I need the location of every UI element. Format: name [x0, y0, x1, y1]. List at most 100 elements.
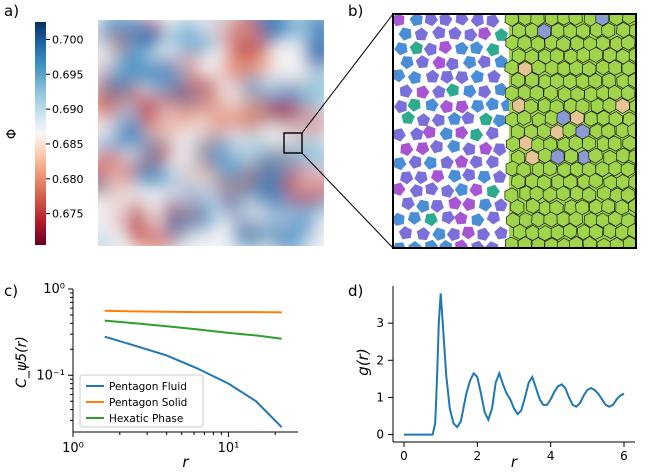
pentagon-particle [398, 27, 412, 41]
voronoi-cell [531, 237, 545, 248]
d-x-tick-label: 4 [547, 449, 555, 463]
pentagon-particle [494, 82, 508, 96]
pentagon-particle [454, 211, 468, 225]
voronoi-cell [588, 72, 603, 89]
voronoi-cell [588, 223, 604, 240]
pentagon-particle [430, 200, 444, 213]
pentagon-particle [462, 142, 476, 156]
pentagon-particle [455, 14, 469, 26]
voronoi-cell [582, 186, 597, 203]
colorbar-gradient [35, 22, 46, 245]
voronoi-cell [543, 84, 558, 101]
colorbar-tick-label: 0.675 [52, 208, 84, 221]
d-series-line [404, 293, 625, 436]
pentagon-particle [438, 40, 452, 54]
heatmap-neutral-region [145, 204, 168, 234]
pentagon-particle [487, 184, 500, 199]
c-y-tick-label: 10⁻¹ [36, 368, 65, 383]
heatmap-neutral-region [293, 108, 314, 137]
heatmap-neutral-region [98, 40, 115, 61]
pentagon-particle [393, 69, 406, 83]
pentagon-particle [462, 168, 476, 182]
voronoi-cell [511, 173, 526, 190]
pentagon-particle [414, 27, 429, 41]
heatmap-neutral-region [183, 220, 197, 246]
pentagon-particle [470, 128, 484, 142]
voronoi-cell [556, 35, 571, 52]
voronoi-cell [543, 160, 558, 177]
pentagon-particle [399, 84, 413, 98]
pentagon-particle [470, 41, 484, 55]
voronoi-cell [582, 236, 598, 248]
voronoi-cell [601, 198, 615, 215]
pentagon-particle [408, 155, 422, 169]
voronoi-cell [603, 223, 618, 240]
voronoi-cell [608, 210, 623, 227]
colorbar-label: Φ [5, 129, 20, 139]
pentagon-particle [409, 41, 423, 55]
voronoi-cell [504, 59, 519, 76]
heatmap-neutral-region [277, 211, 296, 227]
pentagon-particle [439, 99, 453, 114]
particle-panel [393, 14, 636, 248]
pentagon-particle [462, 197, 475, 211]
pentagon-particle [477, 227, 491, 241]
voronoi-cell [588, 172, 603, 189]
pentagon-particle [429, 139, 443, 154]
pentagon-particle [485, 241, 499, 248]
pentagon-particle [494, 198, 508, 212]
voronoi-cell [505, 136, 521, 153]
voronoi-cell [575, 23, 591, 40]
voronoi-cell [629, 98, 636, 114]
heatmap-neutral-region [264, 135, 293, 148]
pentagon-particle [486, 14, 500, 28]
heatmap-high-region [98, 139, 131, 150]
voronoi-cell [510, 72, 526, 89]
voronoi-cell [588, 147, 603, 164]
pentagon-particle [463, 84, 477, 99]
pentagon-particle [478, 85, 492, 99]
pentagon-particle [486, 43, 499, 57]
voronoi-cell [622, 135, 636, 152]
panel-label-b: b) [348, 2, 364, 20]
pentagon-particle [477, 171, 491, 184]
heatmap-neutral-region [98, 122, 114, 141]
pentagon-particle [455, 41, 469, 55]
pentagon-particle [416, 85, 430, 99]
panel-label-a: a) [4, 2, 20, 20]
d-y-tick-label: 0 [376, 428, 384, 442]
voronoi-cell [504, 236, 519, 248]
voronoi-cell [562, 122, 577, 139]
voronoi-cell [568, 60, 583, 77]
pentagon-particle [494, 226, 508, 240]
pentagon-particle [479, 141, 493, 155]
pentagon-particle [455, 100, 469, 114]
pentagon-particle [408, 241, 422, 248]
pentagon-particle [464, 28, 478, 42]
pentagon-particle [448, 26, 462, 40]
pentagon-particle [440, 155, 454, 169]
heatmap-high-region [302, 149, 324, 161]
pentagon-particle [393, 212, 405, 226]
pentagon-particle [400, 56, 414, 70]
pentagon-particle [393, 157, 407, 171]
heatmap-neutral-region [215, 128, 242, 143]
rdf-chart: 0 2 4 6 0 1 2 3 r g(r) [354, 286, 635, 471]
pentagon-particle [414, 171, 428, 185]
heatmap-low-region [222, 42, 274, 82]
heatmap [98, 20, 324, 246]
pentagon-particle [432, 85, 446, 99]
heatmap-neutral-region [178, 144, 200, 164]
pentagon-particle [478, 198, 493, 212]
pentagon-particle [393, 242, 406, 248]
pentagon-particle [455, 126, 469, 140]
voronoi-cell [550, 149, 565, 165]
heatmap-neutral-region [298, 166, 324, 193]
pentagon-particle [454, 154, 469, 168]
pentagon-particle [445, 83, 459, 97]
pentagon-particle [485, 97, 499, 111]
voronoi-cell [584, 110, 598, 127]
voronoi-cell [568, 235, 583, 248]
pentagon-particle [439, 239, 453, 248]
voronoi-cell [511, 48, 527, 65]
